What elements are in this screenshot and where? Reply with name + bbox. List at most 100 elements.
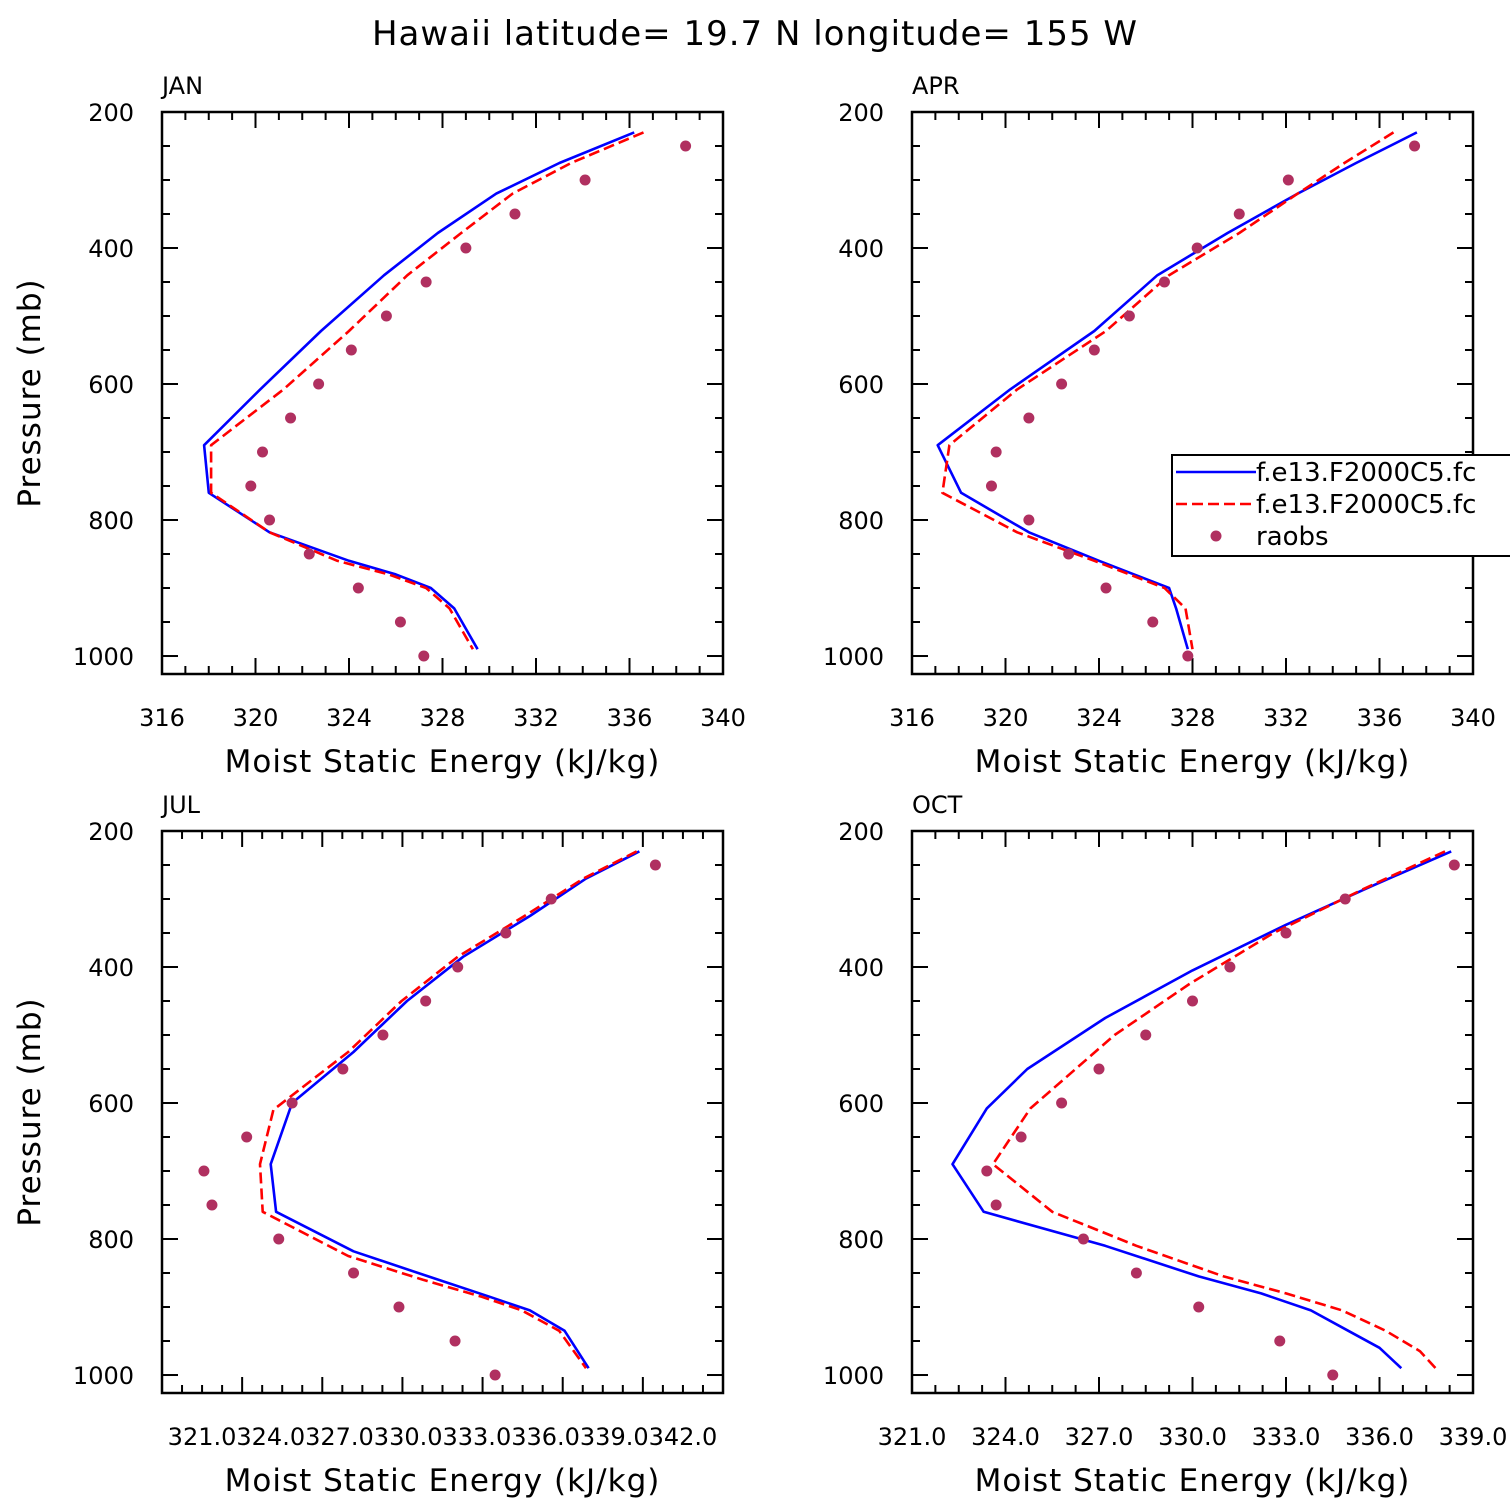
x-tick-label: 324 — [326, 704, 372, 732]
raobs-point — [313, 378, 325, 390]
y-tick-label: 1000 — [823, 1362, 884, 1390]
raobs-point — [489, 1369, 501, 1381]
raobs-point — [1023, 514, 1035, 526]
raobs-point — [1409, 140, 1421, 152]
x-tick-label: 320 — [233, 704, 279, 732]
raobs-point — [1193, 1301, 1205, 1313]
legend-label: f.e13.F2000C5.fc — [1256, 458, 1476, 488]
x-tick-label: 321.0 — [878, 1423, 947, 1451]
x-tick-label: 340 — [700, 704, 746, 732]
x-axis-label: Moist Static Energy (kJ/kg) — [975, 1463, 1411, 1499]
raobs-point — [394, 616, 406, 628]
raobs-point — [273, 1233, 285, 1245]
y-tick-label: 1000 — [73, 643, 134, 671]
raobs-point — [1056, 378, 1068, 390]
raobs-point — [303, 548, 315, 560]
raobs-point — [1327, 1369, 1339, 1381]
y-tick-label: 200 — [88, 818, 134, 846]
raobs-point — [1130, 1267, 1142, 1279]
raobs-point — [380, 310, 392, 322]
panels: JAN 200 400 600 800 1000 316 320 324 328 332 336 340… — [12, 72, 1507, 1499]
model-solid-line — [936, 131, 1418, 650]
x-tick-label: 324 — [1076, 704, 1122, 732]
x-tick-label: 336 — [607, 704, 653, 732]
y-tick-label: 600 — [838, 1090, 884, 1118]
y-tick-label: 600 — [838, 371, 884, 399]
raobs-point — [1233, 208, 1245, 220]
y-tick-label: 600 — [88, 371, 134, 399]
panel-jul: JUL 200 400 600 800 1000 321.0324.0327.0330.03… — [12, 791, 725, 1499]
model-dashed-line — [991, 850, 1446, 1370]
model-solid-line — [269, 850, 640, 1369]
y-tick-label: 1000 — [823, 643, 884, 671]
raobs-point — [449, 1335, 461, 1347]
legend-swatch-dot — [1210, 530, 1222, 542]
raobs-point — [1274, 1335, 1286, 1347]
legend-label: raobs — [1256, 522, 1329, 552]
model-solid-line — [951, 850, 1452, 1370]
x-tick-label: 324.0 — [971, 1423, 1040, 1451]
x-tick-label: 327.0 — [1065, 1423, 1134, 1451]
raobs-point — [1100, 582, 1112, 594]
panel-apr: APR 200 400 600 800 1000 316 320 324 328 332 336 340… — [823, 72, 1496, 780]
raobs-point — [337, 1063, 349, 1075]
panel-label: JAN — [160, 72, 203, 100]
raobs-point — [257, 446, 269, 458]
raobs-point — [1063, 548, 1075, 560]
raobs-point — [1015, 1131, 1027, 1143]
raobs-point — [680, 140, 692, 152]
y-tick-label: 800 — [88, 507, 134, 535]
raobs-point — [245, 480, 257, 492]
y-tick-label: 200 — [838, 818, 884, 846]
raobs-point — [500, 927, 512, 939]
y-tick-label: 400 — [838, 954, 884, 982]
x-tick-label: 316 — [139, 704, 185, 732]
model-dashed-line — [209, 131, 645, 650]
raobs-point — [1088, 344, 1100, 356]
panel-label: JUL — [160, 791, 201, 819]
x-tick-label: 332 — [1263, 704, 1309, 732]
raobs-point — [285, 412, 297, 424]
y-axis-label: Pressure (mb) — [12, 278, 48, 507]
raobs-point — [990, 446, 1002, 458]
y-tick-label: 800 — [838, 507, 884, 535]
raobs-point — [985, 480, 997, 492]
raobs-point — [1339, 893, 1351, 905]
legend-label: f.e13.F2000C5.fc — [1256, 490, 1476, 520]
raobs-point — [241, 1131, 253, 1143]
raobs-point — [1448, 859, 1460, 871]
raobs-point — [377, 1029, 389, 1041]
x-tick-label: 336 — [1357, 704, 1403, 732]
raobs-point — [420, 995, 432, 1007]
x-tick-label: 320 — [983, 704, 1029, 732]
plot-frame — [910, 110, 1475, 676]
raobs-point — [1123, 310, 1135, 322]
raobs-point — [452, 961, 464, 973]
raobs-point — [981, 1165, 993, 1177]
raobs-point — [1187, 995, 1198, 1007]
raobs-point — [545, 893, 557, 905]
raobs-point — [1056, 1097, 1068, 1109]
raobs-point — [1191, 242, 1203, 254]
raobs-point — [1282, 174, 1294, 186]
y-axis-label: Pressure (mb) — [12, 997, 48, 1226]
x-tick-label: 340 — [1450, 704, 1496, 732]
raobs-point — [206, 1199, 218, 1211]
raobs-point — [990, 1199, 1002, 1211]
raobs-point — [1158, 276, 1170, 288]
x-tick-label: 333.0 — [1252, 1423, 1321, 1451]
raobs-point — [649, 859, 661, 871]
raobs-point — [352, 582, 364, 594]
panel-label: OCT — [912, 791, 963, 819]
raobs-point — [1147, 616, 1159, 628]
x-axis-label: Moist Static Energy (kJ/kg) — [225, 744, 661, 780]
raobs-point — [579, 174, 591, 186]
raobs-point — [1093, 1063, 1105, 1075]
y-tick-label: 800 — [838, 1226, 884, 1254]
x-tick-label: 330.0 — [1158, 1423, 1227, 1451]
raobs-point — [1077, 1233, 1089, 1245]
plot-frame — [160, 829, 725, 1395]
model-dashed-line — [258, 850, 638, 1369]
